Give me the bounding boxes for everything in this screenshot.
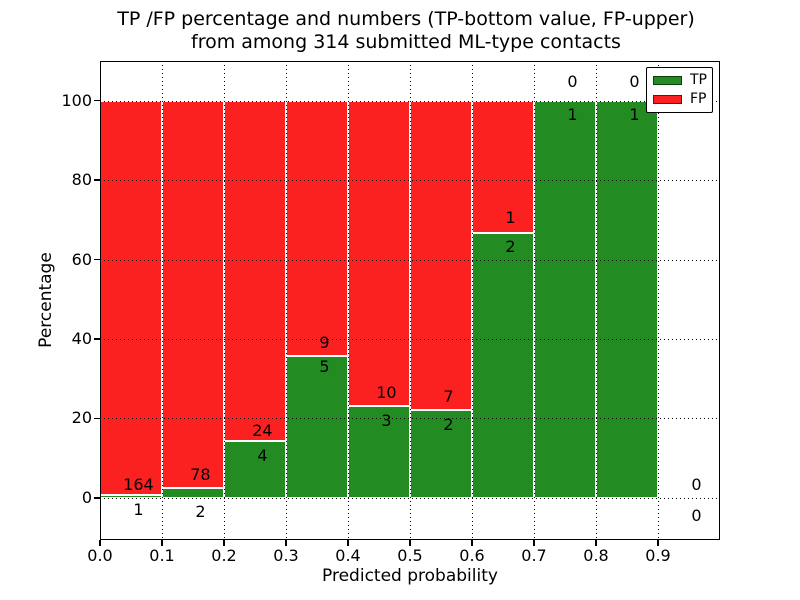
x-tick-label: 0.9 bbox=[645, 546, 671, 565]
x-gridline bbox=[658, 61, 659, 540]
x-tick-label: 0.1 bbox=[149, 546, 175, 565]
y-tick-mark bbox=[94, 258, 100, 261]
y-tick-mark bbox=[94, 179, 100, 181]
tp-bar-segment bbox=[534, 100, 596, 498]
fp-count-label: 0 bbox=[629, 72, 640, 92]
fp-count-label: 10 bbox=[376, 382, 397, 402]
y-tick-label: 0 bbox=[81, 487, 92, 507]
fp-legend-label: FP bbox=[690, 90, 707, 107]
x-tick-label: 0.7 bbox=[521, 546, 547, 565]
y-tick-mark bbox=[94, 417, 100, 420]
x-tick-label: 0.6 bbox=[459, 546, 485, 565]
x-gridline bbox=[348, 61, 349, 540]
x-tick-mark bbox=[595, 540, 597, 546]
legend: TP FP bbox=[646, 67, 713, 113]
tp-count-label: 1 bbox=[629, 105, 640, 125]
tp-count-label: 0 bbox=[691, 505, 702, 525]
chart-title: TP /FP percentage and numbers (TP-bottom… bbox=[10, 8, 800, 54]
x-gridline bbox=[534, 61, 535, 540]
fp-count-label: 164 bbox=[123, 474, 154, 494]
x-tick-label: 0.3 bbox=[273, 546, 299, 565]
tp-bar-segment bbox=[472, 233, 534, 498]
fp-count-label: 78 bbox=[190, 464, 211, 484]
x-gridline bbox=[596, 61, 597, 540]
tp-bar-segment bbox=[224, 441, 286, 498]
tp-legend-swatch bbox=[653, 76, 682, 86]
tp-count-label: 4 bbox=[257, 445, 268, 465]
x-tick-mark bbox=[99, 540, 101, 546]
x-gridline bbox=[286, 61, 287, 540]
chart-title-line2: from among 314 submitted ML-type contact… bbox=[191, 31, 621, 53]
fp-count-label: 9 bbox=[319, 333, 330, 353]
tp-legend-label: TP bbox=[690, 72, 707, 89]
x-tick-mark bbox=[347, 540, 349, 546]
chart-title-line1: TP /FP percentage and numbers (TP-bottom… bbox=[117, 8, 695, 30]
fp-bar-segment bbox=[348, 100, 410, 407]
legend-item-fp: FP bbox=[647, 90, 712, 107]
x-tick-label: 0.2 bbox=[211, 546, 237, 565]
x-tick-label: 0.8 bbox=[583, 546, 609, 565]
x-axis-label: Predicted probability bbox=[322, 566, 498, 586]
x-tick-mark bbox=[657, 540, 659, 546]
fp-count-label: 0 bbox=[691, 474, 702, 494]
x-tick-mark bbox=[161, 540, 163, 546]
x-tick-label: 0.4 bbox=[335, 546, 361, 565]
y-tick-label: 100 bbox=[61, 90, 92, 110]
x-tick-mark bbox=[285, 540, 287, 546]
fp-count-label: 1 bbox=[505, 208, 516, 228]
y-tick-mark bbox=[94, 497, 100, 499]
x-tick-mark bbox=[223, 540, 225, 546]
fp-count-label: 24 bbox=[252, 420, 273, 440]
x-tick-label: 0.0 bbox=[87, 546, 113, 565]
fp-bar-segment bbox=[224, 100, 286, 442]
tp-count-label: 2 bbox=[195, 501, 206, 521]
x-tick-mark bbox=[533, 540, 535, 546]
tp-count-label: 3 bbox=[381, 411, 392, 431]
y-tick-mark bbox=[94, 99, 100, 102]
legend-item-tp: TP bbox=[647, 73, 712, 88]
tp-count-label: 2 bbox=[443, 414, 454, 434]
x-gridline bbox=[162, 61, 163, 540]
y-tick-label: 20 bbox=[71, 408, 92, 428]
fp-count-label: 7 bbox=[443, 386, 454, 406]
x-gridline bbox=[224, 61, 225, 540]
tp-count-label: 2 bbox=[505, 237, 516, 257]
tp-count-label: 5 bbox=[319, 356, 330, 376]
x-tick-mark bbox=[471, 540, 473, 546]
x-tick-mark bbox=[409, 540, 411, 546]
tp-bar-segment bbox=[596, 100, 658, 498]
fp-bar-segment bbox=[472, 100, 534, 234]
plot-area: 164 1 78 2 24 4 9 5 10 3 7 2 1 2 0 1 0 1 0 0 TP FP bbox=[100, 61, 720, 540]
x-gridline bbox=[472, 61, 473, 540]
tp-count-label: 1 bbox=[567, 105, 578, 125]
y-tick-label: 80 bbox=[71, 170, 92, 190]
x-gridline bbox=[410, 61, 411, 540]
tp-bar-segment bbox=[410, 409, 472, 498]
fp-bar-segment bbox=[100, 100, 162, 496]
y-tick-label: 60 bbox=[71, 249, 92, 269]
fp-bar-segment bbox=[162, 100, 224, 488]
fp-count-label: 0 bbox=[567, 72, 578, 92]
tp-bar-segment bbox=[286, 356, 348, 498]
tp-count-label: 1 bbox=[133, 499, 144, 519]
tp-bar-segment bbox=[162, 487, 224, 498]
y-tick-mark bbox=[94, 338, 100, 340]
fp-bar-segment bbox=[410, 100, 472, 410]
y-tick-label: 40 bbox=[71, 329, 92, 349]
fp-legend-swatch bbox=[653, 94, 682, 104]
x-tick-label: 0.5 bbox=[397, 546, 423, 565]
fp-bar-segment bbox=[286, 100, 348, 357]
